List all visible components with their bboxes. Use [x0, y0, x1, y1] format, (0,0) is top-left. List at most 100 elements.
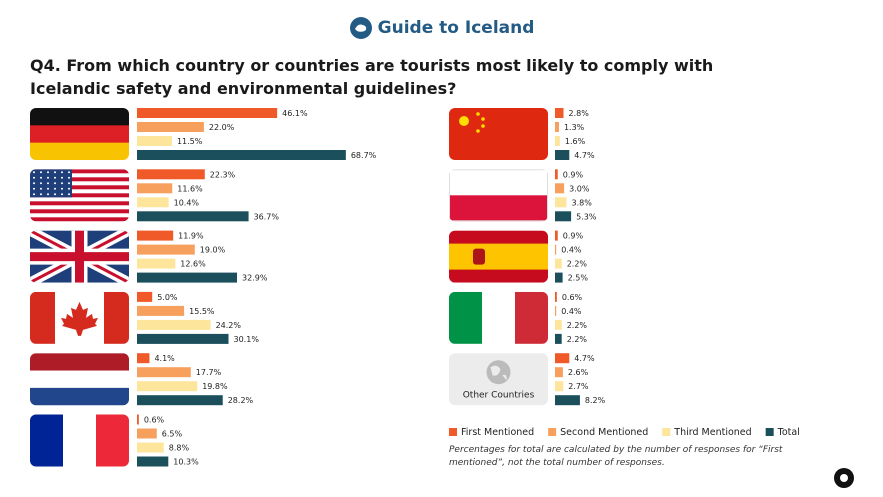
flag-stripe — [30, 125, 129, 144]
flag — [30, 291, 129, 344]
flag — [449, 108, 548, 160]
value-label: 46.1% — [282, 109, 308, 118]
bar — [137, 169, 205, 180]
flag — [30, 230, 129, 283]
value-label: 11.9% — [178, 232, 204, 241]
value-label: 22.3% — [210, 170, 236, 179]
flag-stripe — [30, 414, 64, 467]
brand-name: Guide to Iceland — [377, 18, 535, 38]
bar — [137, 197, 169, 208]
value-label: 4.7% — [574, 151, 595, 160]
flag-cross — [30, 230, 129, 283]
value-label: 32.9% — [242, 274, 268, 283]
value-label: 0.6% — [562, 293, 583, 302]
flag-stripe — [30, 217, 129, 222]
value-label: 4.7% — [574, 354, 595, 363]
value-label: 8.2% — [585, 396, 606, 405]
flag: Other Countries — [449, 353, 548, 406]
value-label: 1.6% — [565, 137, 586, 146]
flag-stripe — [63, 414, 97, 467]
flag-star — [68, 176, 70, 179]
flag-star — [61, 176, 63, 179]
flag-stripe — [30, 201, 129, 206]
value-label: 2.8% — [569, 109, 590, 118]
legend-swatch — [449, 428, 457, 436]
bar — [137, 150, 346, 160]
bar — [137, 442, 164, 453]
legend-label: First Mentioned — [461, 427, 534, 438]
flag-star — [47, 182, 49, 185]
flag-band — [104, 291, 129, 344]
value-label: 17.7% — [196, 368, 222, 377]
value-label: 2.2% — [567, 260, 588, 269]
value-label: 5.0% — [157, 293, 178, 302]
brand-logo — [349, 17, 372, 39]
bar — [137, 414, 139, 425]
flag-stripe — [449, 195, 548, 222]
flag-star — [476, 129, 480, 133]
flag — [449, 291, 548, 344]
flag-star — [40, 171, 42, 174]
corner-logo-inner — [840, 474, 848, 482]
flag-star — [61, 187, 63, 190]
value-label: 2.5% — [568, 274, 589, 283]
flag-star — [40, 182, 42, 185]
bar — [555, 211, 572, 222]
flag-stripe — [30, 173, 129, 178]
bar — [137, 319, 211, 330]
flag-star — [33, 193, 35, 196]
flag-stripe — [30, 193, 129, 198]
flag-star — [54, 171, 56, 174]
value-label: 2.6% — [568, 368, 589, 377]
flag-star — [61, 171, 63, 174]
flag-star — [40, 176, 42, 179]
value-label: 1.3% — [564, 123, 585, 132]
bar — [137, 211, 249, 222]
bar — [137, 291, 153, 302]
flag-star — [68, 193, 70, 196]
flag-stripe — [30, 169, 129, 174]
bar — [555, 333, 562, 344]
category-label: Other Countries — [463, 391, 535, 401]
flag — [30, 169, 129, 222]
chart-title: Q4. From which country or countries are … — [30, 56, 714, 98]
value-label: 8.8% — [169, 444, 190, 453]
flag-canton — [30, 169, 72, 198]
flag-star — [33, 171, 35, 174]
bar — [555, 319, 562, 330]
bar — [555, 353, 570, 364]
flag-border — [449, 169, 548, 222]
flag-star — [481, 124, 485, 128]
flag-star — [68, 187, 70, 190]
value-label: 24.2% — [216, 321, 242, 330]
flag-star — [33, 176, 35, 179]
legend-label: Third Mentioned — [673, 427, 751, 438]
value-label: 2.2% — [567, 321, 588, 330]
flag-emblem — [473, 248, 485, 265]
chart-note: Percentages for total are calculated by … — [449, 445, 783, 468]
flag-stripe — [30, 185, 129, 190]
flag-star — [47, 176, 49, 179]
flag-star — [476, 112, 480, 116]
bar — [555, 169, 558, 180]
flag-stripe — [30, 387, 129, 406]
bar — [555, 291, 557, 302]
bar — [137, 456, 169, 467]
flag-star — [481, 117, 485, 121]
flag-band — [30, 291, 55, 344]
bar — [137, 244, 195, 255]
value-label: 0.4% — [561, 246, 582, 255]
flag — [30, 108, 129, 160]
flag-field — [449, 108, 548, 160]
value-label: 2.7% — [568, 382, 589, 391]
bar — [137, 367, 191, 378]
value-label: 0.9% — [563, 232, 584, 241]
bar — [137, 272, 238, 283]
bar — [137, 108, 278, 118]
flag-stripe — [30, 197, 129, 202]
bar — [137, 122, 204, 132]
bar — [137, 183, 173, 194]
flag-stripe — [515, 291, 548, 344]
